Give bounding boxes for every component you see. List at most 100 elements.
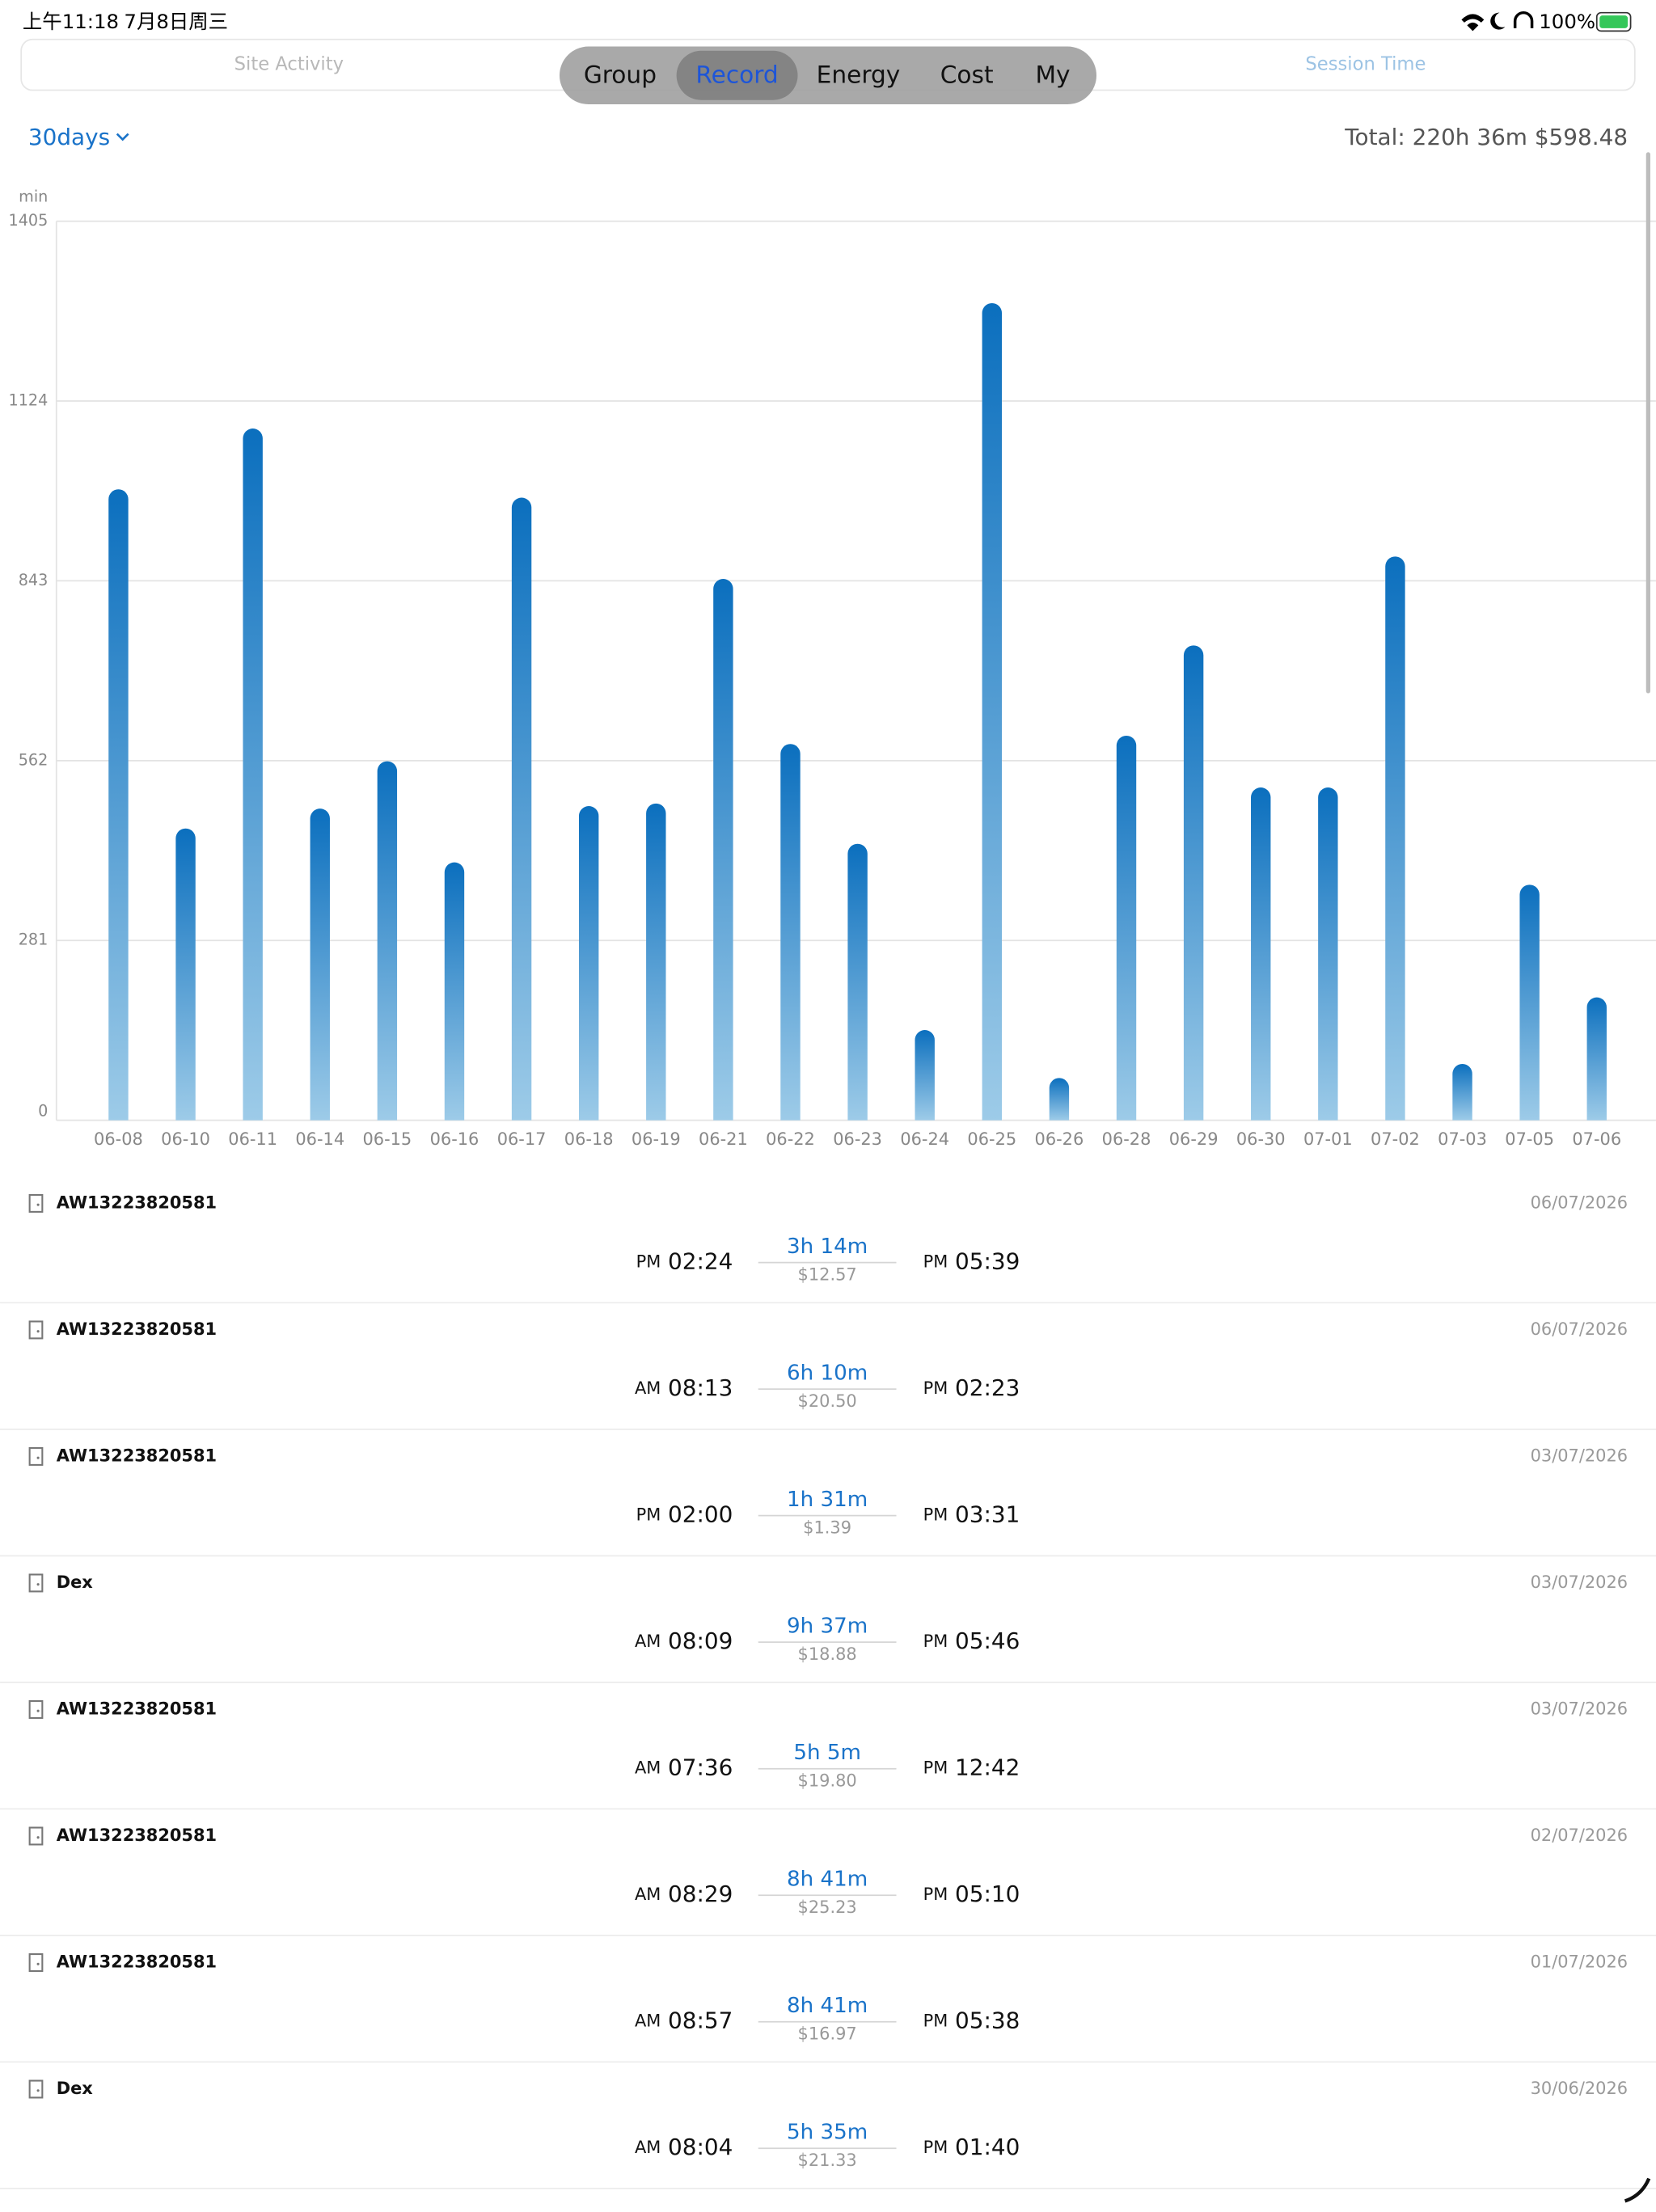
bar (713, 579, 733, 1121)
start-time: AM 08:13 (635, 1374, 733, 1401)
duration: 5h 5m (793, 1741, 861, 1765)
x-tick-label: 06-18 (564, 1129, 614, 1149)
end-time: PM 05:46 (923, 1627, 1020, 1654)
end-clock: 03:31 (955, 1501, 1020, 1528)
start-clock: 08:57 (668, 2007, 733, 2034)
end-clock: 12:42 (955, 1754, 1020, 1781)
duration: 8h 41m (787, 1868, 868, 1892)
status-battery: 100% (1539, 10, 1595, 33)
nav-tab[interactable]: Energy (817, 61, 901, 89)
start-time: AM 08:57 (635, 2007, 733, 2034)
end-clock: 05:38 (955, 2007, 1020, 2034)
x-tick-label: 06-25 (967, 1129, 1016, 1149)
end-ampm: PM (923, 1758, 948, 1778)
end-clock: 05:10 (955, 1881, 1020, 1907)
x-tick-label: 06-11 (228, 1129, 277, 1149)
x-tick-label: 06-17 (497, 1129, 547, 1149)
bar (1586, 997, 1607, 1121)
x-tick-label: 06-29 (1169, 1129, 1219, 1149)
x-tick-label: 07-05 (1505, 1129, 1554, 1149)
record-date: 03/07/2026 (1531, 1572, 1629, 1592)
bar (377, 761, 398, 1121)
x-tick-label: 06-23 (833, 1129, 882, 1149)
bar (847, 843, 868, 1121)
nav-tab[interactable]: Record (695, 61, 778, 89)
bar (780, 744, 801, 1121)
start-ampm: PM (636, 1252, 661, 1272)
x-tick-label: 07-03 (1438, 1129, 1487, 1149)
cost: $16.97 (798, 2024, 857, 2043)
bar (1452, 1063, 1472, 1121)
bar (1318, 787, 1338, 1121)
start-time: AM 08:09 (635, 1627, 733, 1654)
nav-tab[interactable]: My (1035, 61, 1070, 89)
record-name: AW13223820581 (57, 1446, 217, 1465)
record-icon-knob (36, 1330, 40, 1333)
bar (310, 808, 330, 1121)
dropdown-chevron[interactable] (116, 133, 129, 141)
cost: $20.50 (798, 1391, 857, 1411)
start-time: PM 02:24 (636, 1248, 733, 1275)
start-ampm: PM (636, 1505, 661, 1525)
end-time: PM 02:23 (923, 1374, 1020, 1401)
start-time: AM 08:29 (635, 1881, 733, 1907)
nav-tab[interactable]: Cost (940, 61, 994, 89)
x-tick-label: 06-28 (1102, 1129, 1151, 1149)
x-tick-label: 07-01 (1303, 1129, 1353, 1149)
bar (1183, 645, 1204, 1121)
record-icon (28, 1320, 44, 1340)
record-icon (28, 1699, 44, 1719)
end-clock: 02:23 (955, 1374, 1020, 1401)
x-tick-label: 06-24 (900, 1129, 949, 1149)
nav-items: Group Record Energy Cost My (584, 50, 1071, 100)
nav-selected-pill (676, 50, 798, 100)
duration: 1h 31m (787, 1488, 868, 1512)
start-clock: 08:04 (668, 2134, 733, 2160)
record-date: 03/07/2026 (1531, 1699, 1629, 1718)
end-ampm: PM (923, 2011, 948, 2031)
record-name: AW13223820581 (57, 1952, 217, 1972)
cost: $21.33 (798, 2151, 857, 2170)
x-tick-label: 07-02 (1371, 1129, 1420, 1149)
record-name: Dex (57, 1572, 94, 1592)
tab-site-activity[interactable]: Site Activity (234, 54, 344, 75)
tab-session-time[interactable]: Session Time (1305, 54, 1426, 75)
end-ampm: PM (923, 1378, 948, 1398)
record-icon-knob (36, 1203, 40, 1206)
x-tick-label: 06-16 (430, 1129, 479, 1149)
record-icon-knob (36, 1962, 40, 1965)
x-tick-label: 06-19 (632, 1129, 681, 1149)
record-icon (28, 1446, 44, 1466)
status-icons (1461, 11, 1534, 32)
start-clock: 02:24 (668, 1248, 733, 1275)
y-tick-label: 0 (38, 1102, 48, 1121)
nav-tab[interactable]: Group (584, 61, 657, 89)
bar (1251, 787, 1271, 1121)
bar (444, 862, 465, 1121)
end-ampm: PM (923, 1632, 948, 1651)
record-icon (28, 1193, 44, 1213)
record-icon-knob (36, 2089, 40, 2092)
x-tick-label: 06-30 (1236, 1129, 1286, 1149)
x-tick-label: 06-26 (1035, 1129, 1084, 1149)
headphone-icon (1513, 11, 1534, 28)
moon-icon (1490, 12, 1506, 30)
end-ampm: PM (923, 2138, 948, 2157)
start-clock: 08:13 (668, 1374, 733, 1401)
record-date: 01/07/2026 (1531, 1952, 1629, 1972)
record-date: 06/07/2026 (1531, 1319, 1629, 1339)
chart: 0 281 562 843 1124 1405 06-08 06-10 06-11 06-14 06… (9, 211, 1656, 1149)
period-selector[interactable]: 30days (28, 124, 110, 150)
end-time: PM 03:31 (923, 1501, 1020, 1528)
end-time: PM 05:38 (923, 2007, 1020, 2034)
start-time: AM 08:04 (635, 2134, 733, 2160)
start-ampm: AM (635, 1758, 661, 1778)
y-tick-label: 1124 (9, 391, 49, 410)
end-time: PM 12:42 (923, 1754, 1020, 1781)
record-date: 06/07/2026 (1531, 1193, 1629, 1212)
y-tick-label: 843 (19, 571, 49, 589)
record-date: 30/06/2026 (1531, 2079, 1629, 2098)
scrollbar (1645, 152, 1650, 694)
cost: $12.57 (798, 1264, 857, 1284)
